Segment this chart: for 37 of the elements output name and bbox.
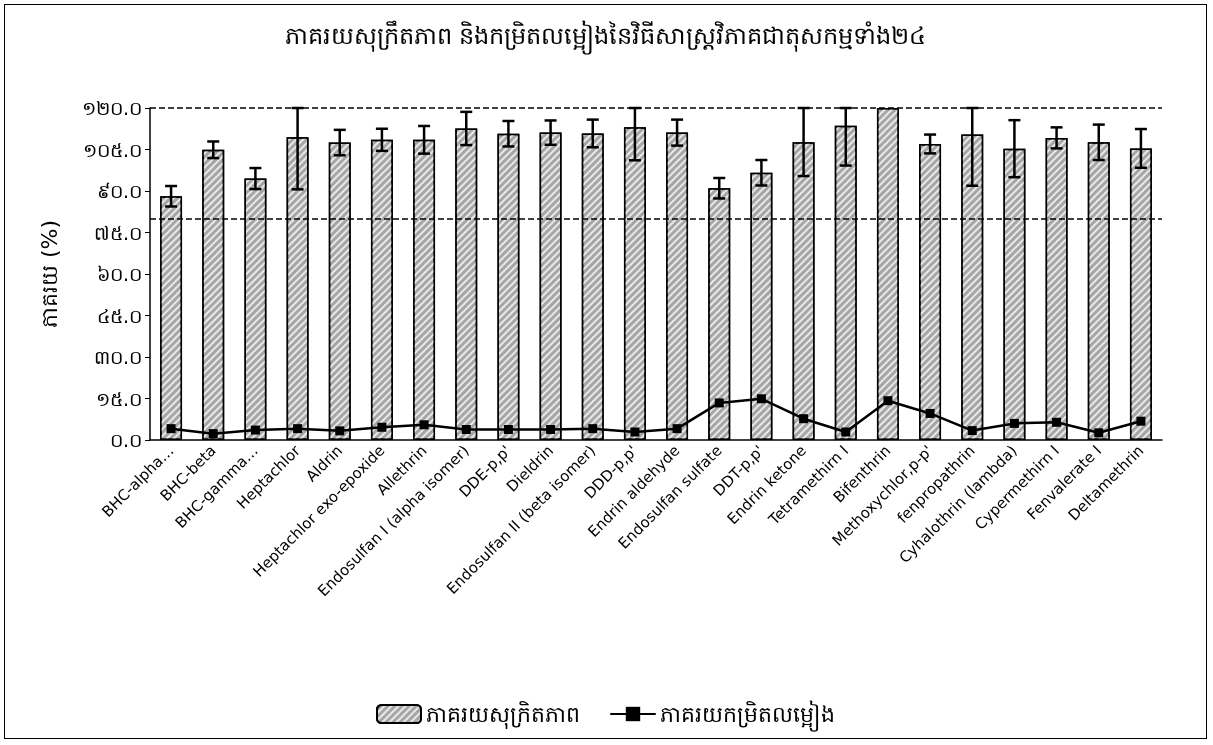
- y-tick-label: ៤៥.០: [96, 304, 142, 327]
- point: [208, 429, 218, 439]
- point: [419, 420, 429, 430]
- point: [588, 424, 598, 434]
- point: [714, 398, 724, 408]
- point: [335, 426, 345, 436]
- point: [546, 424, 556, 434]
- point: [756, 394, 766, 404]
- y-axis-title: ភាគរយ (%): [36, 219, 62, 329]
- y-tick-label: ១២០.០: [81, 97, 142, 119]
- point: [166, 424, 176, 434]
- point: [377, 422, 387, 432]
- point: [883, 396, 893, 406]
- point: [799, 414, 809, 424]
- y-tick-label: ៦០.០: [96, 263, 142, 285]
- point: [630, 427, 640, 437]
- y-tick-label: ១៥.០: [95, 387, 142, 410]
- legend-label: ភាគរយសុក្រិតភាព: [426, 700, 580, 729]
- y-tick-label: ០.០: [109, 429, 142, 451]
- point: [1009, 418, 1019, 428]
- point: [925, 408, 935, 418]
- point: [1094, 428, 1104, 438]
- y-tick-label: ១០៥.០: [82, 138, 142, 161]
- y-tick-label: ៩០.០: [96, 180, 142, 202]
- point: [1136, 416, 1146, 426]
- point: [503, 424, 513, 434]
- y-tick-label: ៣០.០: [93, 346, 142, 368]
- point: [461, 424, 471, 434]
- point: [1052, 417, 1062, 427]
- y-tick-label: ៧៥.០: [93, 221, 142, 244]
- chart-title: ភាគរយសុក្រឹតភាព និងកម្រិតលម្អៀងនៃវិធីសាស្ត្រវិភាគជាតុសកម្មទាំង២៤: [284, 20, 927, 55]
- point: [967, 426, 977, 436]
- point: [672, 424, 682, 434]
- point: [293, 424, 303, 434]
- point: [841, 427, 851, 437]
- point: [250, 425, 260, 435]
- legend-label: ភាគរយកម្រិតលម្អៀង: [660, 699, 835, 732]
